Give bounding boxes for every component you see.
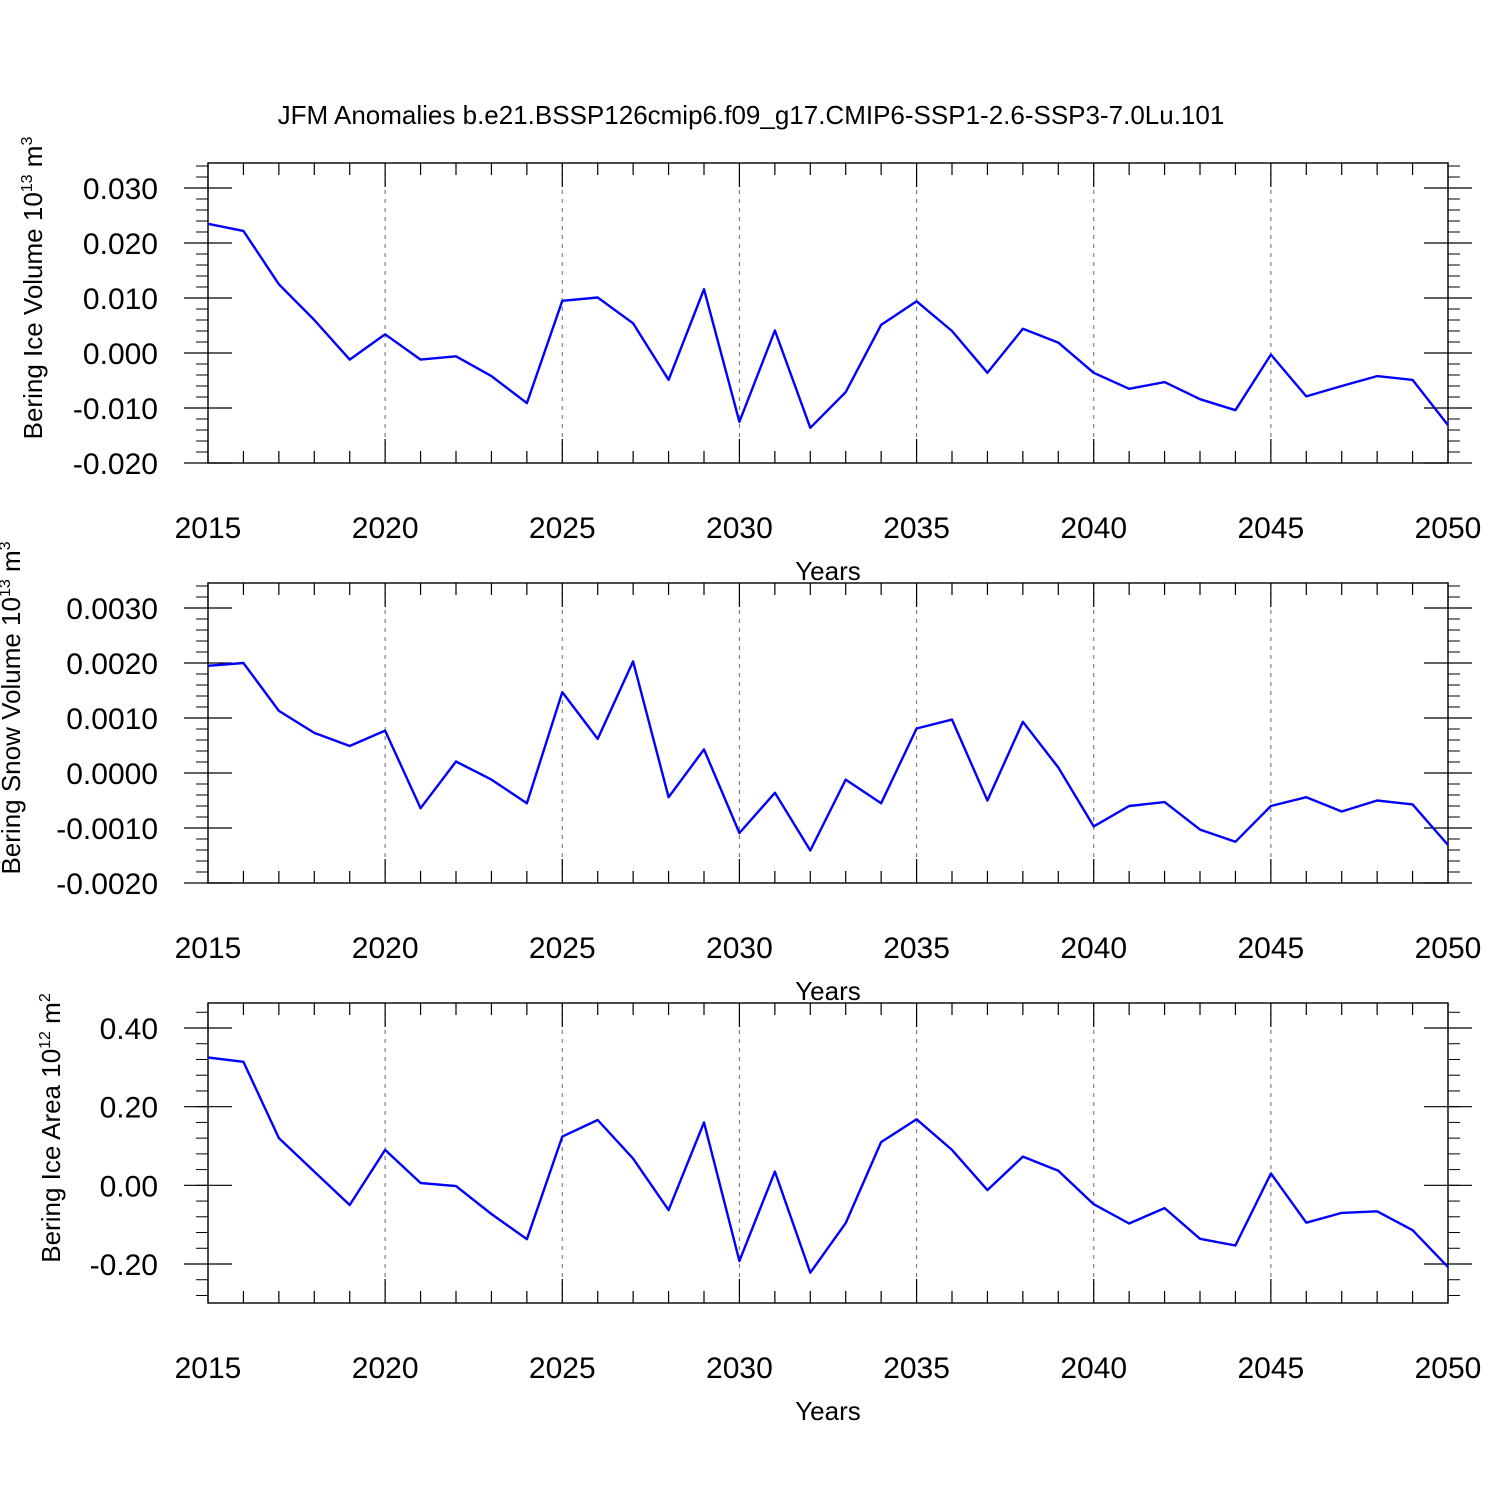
x-tick-label: 2030 [706,932,773,965]
series-line [207,1056,1449,1274]
x-tick-label: 2035 [883,512,950,545]
x-tick-label: 2025 [529,1352,596,1385]
series-line [207,660,1449,852]
x-tick-label: 2040 [1060,512,1127,545]
y-axis-title-part: 3 [19,137,36,146]
x-tick-label: 2035 [883,932,950,965]
x-tick-label: 2015 [175,1352,242,1385]
x-tick-label: 2020 [352,1352,419,1385]
x-tick-label: 2035 [883,1352,950,1385]
x-tick-label: 2030 [706,1352,773,1385]
x-tick-label: 2050 [1415,932,1482,965]
chart-panels: 0.030 0.020 0.010 0.000 -0.010 -0.020 2015 2020… [0,137,1481,1426]
y-axis-title-part: 13 [0,579,14,597]
y-tick-label: 0.0000 [66,758,158,791]
y-tick-label: 0.20 [100,1092,158,1125]
y-tick-label: 0.0020 [66,648,158,681]
y-axis-title-part: Bering Snow Volume 10 [0,597,26,875]
y-axis-title-part: Bering Ice Area 10 [36,1049,66,1263]
y-axis-title-part: m [0,550,26,579]
y-tick-label: 0.010 [83,283,158,316]
plot-frame [207,1002,1449,1304]
x-axis-title: Years [795,976,861,1006]
x-tick-label: 2020 [352,932,419,965]
x-tick-label: 2045 [1237,1352,1304,1385]
y-axis-title: Bering Snow Volume 1013 m3 [0,541,26,874]
plot-frame [207,582,1449,884]
x-tick-label: 2040 [1060,1352,1127,1385]
x-tick-label: 2050 [1415,1352,1482,1385]
x-tick-label: 2025 [529,512,596,545]
y-tick-label: 0.030 [83,173,158,206]
y-axis-title-part: 12 [37,1031,54,1049]
y-axis-title-part: 2 [37,993,54,1002]
y-axis-title-part: 13 [19,174,36,192]
chart-title: JFM Anomalies b.e21.BSSP126cmip6.f09_g17… [278,100,1225,130]
x-axis-title: Years [795,1396,861,1426]
y-tick-label: -0.020 [73,448,158,481]
y-axis-title: Bering Ice Area 1012 m2 [36,993,66,1263]
y-tick-label: 0.40 [100,1013,158,1046]
y-tick-label: -0.010 [73,393,158,426]
x-tick-label: 2050 [1415,512,1482,545]
y-axis-title-part: Bering Ice Volume 10 [18,192,48,439]
y-axis-title-part: m [18,146,48,175]
series-line [207,222,1449,429]
y-axis-title: Bering Ice Volume 1013 m3 [18,137,48,440]
x-tick-label: 2015 [175,512,242,545]
y-tick-label: -0.0020 [56,868,158,901]
x-tick-label: 2015 [175,932,242,965]
y-tick-label: 0.0010 [66,703,158,736]
x-axis-title: Years [795,556,861,586]
x-tick-label: 2045 [1237,932,1304,965]
y-tick-label: 0.020 [83,228,158,261]
y-tick-label: 0.00 [100,1170,158,1203]
y-tick-label: 0.000 [83,338,158,371]
y-tick-label: -0.0010 [56,813,158,846]
y-tick-label: -0.20 [90,1249,158,1282]
y-axis-title-part: m [36,1002,66,1031]
x-tick-label: 2040 [1060,932,1127,965]
y-tick-label: 0.0030 [66,593,158,626]
x-tick-label: 2045 [1237,512,1304,545]
chart-panel-1: 0.030 0.020 0.010 0.000 -0.010 -0.020 2015 2020… [18,137,1481,586]
x-tick-label: 2030 [706,512,773,545]
x-tick-label: 2020 [352,512,419,545]
y-axis-title-part: 3 [0,541,14,550]
chart-panel-3: 0.40 0.20 0.00 -0.20 2015 2020 2025 2030 2035 204… [36,993,1481,1426]
chart-panel-2: 0.0030 0.0020 0.0010 0.0000 -0.0010 -0.0020 20… [0,541,1481,1006]
x-tick-label: 2025 [529,932,596,965]
plot-frame [207,162,1449,464]
